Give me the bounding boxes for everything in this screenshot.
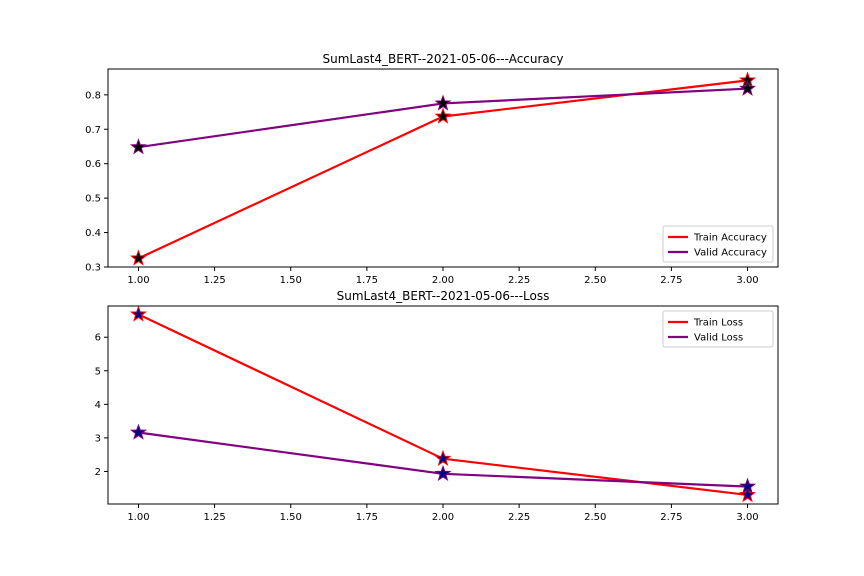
- valid-accuracy-point: [129, 138, 147, 155]
- train-accuracy-point: [129, 249, 147, 266]
- accuracy-x-tick-label: 2.00: [432, 275, 454, 286]
- accuracy-x-tick-label: 1.75: [356, 275, 378, 286]
- loss-legend: Train Loss Valid Loss: [662, 310, 774, 348]
- valid-loss-point: [129, 423, 147, 440]
- accuracy-x-tick-label: 2.25: [508, 275, 530, 286]
- accuracy-y-tick-label: 0.4: [85, 228, 101, 239]
- accuracy-y-tick-label: 0.6: [85, 159, 101, 170]
- accuracy-x-tick-label: 2.50: [584, 275, 606, 286]
- accuracy-x-tick-label: 3.00: [736, 275, 758, 286]
- loss-x-tick-label: 3.00: [736, 512, 758, 523]
- accuracy-x-tick-label: 1.25: [203, 275, 225, 286]
- loss-chart-title: SumLast4_BERT--2021-05-06---Loss: [337, 289, 550, 303]
- accuracy-y-tick-label: 0.8: [85, 90, 101, 101]
- loss-x-tick-label: 1.00: [127, 512, 149, 523]
- loss-plot: SumLast4_BERT--2021-05-06---Loss 1.00 1.25…: [95, 289, 779, 523]
- loss-x-tick-label: 2.50: [584, 512, 606, 523]
- loss-x-tick-label: 2.00: [432, 512, 454, 523]
- accuracy-axes-frame: [107, 68, 779, 268]
- valid-loss-point: [434, 464, 452, 482]
- loss-x-tick-label: 2.75: [660, 512, 682, 523]
- loss-y-tick-label: 2: [95, 467, 101, 478]
- train-accuracy-point: [434, 107, 452, 124]
- accuracy-y-tick-label: 0.3: [85, 263, 101, 274]
- accuracy-chart-title: SumLast4_BERT--2021-05-06---Accuracy: [323, 52, 564, 66]
- accuracy-legend-box: [662, 225, 774, 263]
- loss-x-tick-label: 1.50: [280, 512, 302, 523]
- accuracy-x-tick-label: 1.00: [127, 275, 149, 286]
- valid-accuracy-point: [739, 79, 757, 96]
- train-loss-point: [129, 305, 147, 322]
- train-loss-legend-label: Train Loss: [693, 318, 743, 329]
- accuracy-plot: SumLast4_BERT--2021-05-06---Accuracy 1.00…: [85, 52, 779, 286]
- accuracy-y-tick-label: 0.7: [85, 125, 101, 136]
- accuracy-y-tick-label: 0.5: [85, 194, 101, 205]
- train-loss-point: [434, 449, 452, 466]
- valid-accuracy-legend-label: Valid Accuracy: [694, 248, 767, 259]
- valid-loss-point: [739, 477, 757, 494]
- loss-x-tick-label: 1.25: [203, 512, 225, 523]
- accuracy-x-tick-label: 2.75: [660, 275, 682, 286]
- loss-y-tick-label: 6: [95, 333, 101, 344]
- accuracy-legend: Train Accuracy Valid Accuracy: [662, 225, 774, 263]
- loss-axes-frame: [107, 305, 779, 505]
- loss-y-tick-label: 4: [95, 400, 101, 411]
- loss-x-tick-label: 2.25: [508, 512, 530, 523]
- loss-x-tick-label: 1.75: [356, 512, 378, 523]
- loss-legend-box: [662, 310, 774, 348]
- accuracy-x-tick-label: 1.50: [280, 275, 302, 286]
- train-loss-point: [739, 485, 757, 503]
- valid-loss-legend-label: Valid Loss: [694, 333, 743, 344]
- loss-y-tick-label: 5: [95, 366, 101, 377]
- valid-accuracy-point: [434, 94, 452, 111]
- loss-y-tick-label: 3: [95, 433, 101, 444]
- train-accuracy-legend-label: Train Accuracy: [693, 233, 767, 244]
